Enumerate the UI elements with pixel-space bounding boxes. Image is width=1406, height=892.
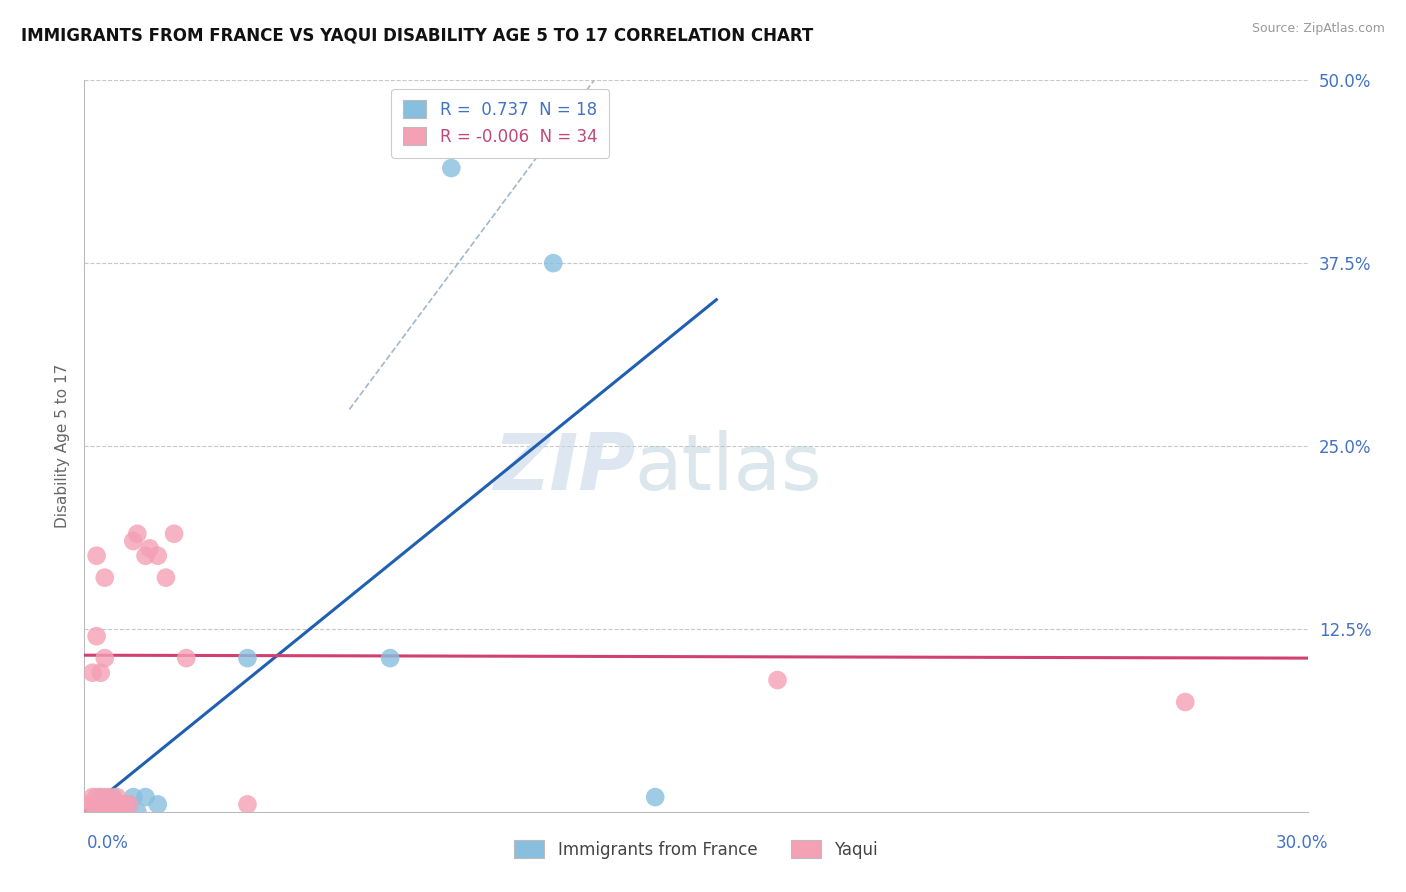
Point bbox=[82, 790, 104, 805]
Text: Source: ZipAtlas.com: Source: ZipAtlas.com bbox=[1251, 22, 1385, 36]
Point bbox=[155, 571, 177, 585]
Point bbox=[105, 797, 128, 812]
Point bbox=[82, 665, 104, 680]
Point bbox=[644, 790, 666, 805]
Point bbox=[118, 797, 141, 812]
Point bbox=[110, 797, 132, 812]
Point bbox=[440, 161, 463, 175]
Text: atlas: atlas bbox=[636, 430, 823, 506]
Point bbox=[86, 790, 108, 805]
Point bbox=[236, 797, 259, 812]
Point bbox=[105, 797, 128, 812]
Text: 30.0%: 30.0% bbox=[1277, 834, 1329, 852]
Point bbox=[93, 797, 115, 812]
Point bbox=[766, 673, 789, 687]
Point bbox=[114, 797, 136, 812]
Point bbox=[380, 651, 402, 665]
Point bbox=[86, 797, 108, 812]
Point bbox=[101, 805, 124, 819]
Point bbox=[86, 549, 108, 563]
Point bbox=[146, 549, 169, 563]
Point bbox=[93, 571, 115, 585]
Point bbox=[122, 534, 145, 549]
Text: 0.0%: 0.0% bbox=[87, 834, 129, 852]
Text: ZIP: ZIP bbox=[492, 430, 636, 506]
Point bbox=[543, 256, 565, 270]
Point bbox=[236, 651, 259, 665]
Point bbox=[93, 651, 115, 665]
Point bbox=[146, 797, 169, 812]
Point bbox=[122, 790, 145, 805]
Point bbox=[101, 797, 124, 812]
Legend: Immigrants from France, Yaqui: Immigrants from France, Yaqui bbox=[508, 833, 884, 865]
Point bbox=[110, 805, 132, 819]
Point bbox=[135, 790, 157, 805]
Point bbox=[82, 797, 104, 812]
Point bbox=[97, 790, 120, 805]
Point bbox=[86, 629, 108, 643]
Point bbox=[93, 805, 115, 819]
Point bbox=[93, 790, 115, 805]
Point bbox=[114, 797, 136, 812]
Point bbox=[86, 797, 108, 812]
Point bbox=[90, 797, 112, 812]
Point bbox=[138, 541, 160, 556]
Point bbox=[127, 805, 149, 819]
Point bbox=[174, 651, 197, 665]
Point bbox=[90, 790, 112, 805]
Point bbox=[127, 526, 149, 541]
Point bbox=[135, 549, 157, 563]
Point bbox=[101, 790, 124, 805]
Point bbox=[163, 526, 186, 541]
Point bbox=[97, 797, 120, 812]
Text: IMMIGRANTS FROM FRANCE VS YAQUI DISABILITY AGE 5 TO 17 CORRELATION CHART: IMMIGRANTS FROM FRANCE VS YAQUI DISABILI… bbox=[21, 27, 813, 45]
Point bbox=[1174, 695, 1197, 709]
Point bbox=[97, 797, 120, 812]
Point bbox=[77, 797, 100, 812]
Y-axis label: Disability Age 5 to 17: Disability Age 5 to 17 bbox=[55, 364, 70, 528]
Point bbox=[118, 797, 141, 812]
Point bbox=[105, 790, 128, 805]
Point bbox=[90, 665, 112, 680]
